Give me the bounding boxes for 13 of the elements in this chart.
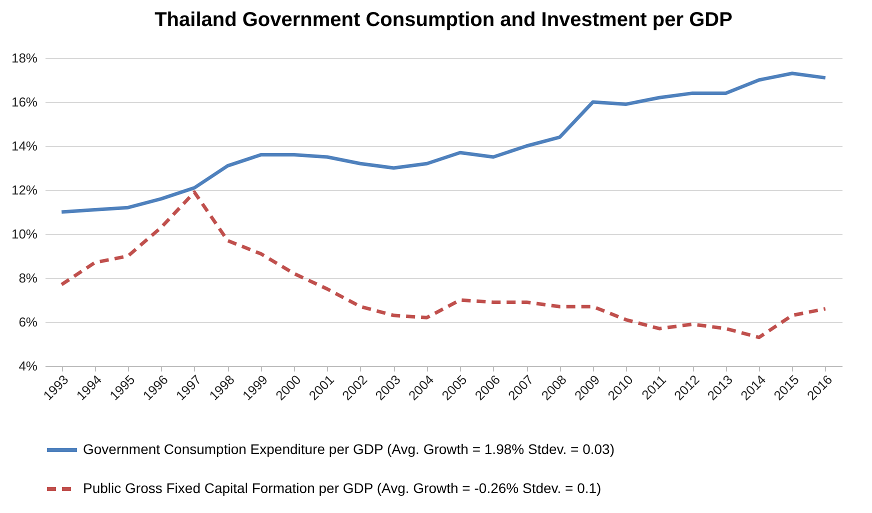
chart-title: Thailand Government Consumption and Investment per GDP bbox=[154, 9, 732, 31]
line-series bbox=[60, 190, 828, 340]
line-series bbox=[60, 72, 828, 214]
y-tick-label: 16% bbox=[11, 94, 38, 110]
y-tick-label: 10% bbox=[11, 226, 38, 242]
y-tick-label: 14% bbox=[11, 138, 38, 154]
y-tick-label: 12% bbox=[11, 182, 38, 198]
y-tick-label: 4% bbox=[18, 358, 38, 374]
legend-label: Government Consumption Expenditure per GDP (Avg. Growth = 1.98% Stdev. = 0.03) bbox=[83, 441, 615, 457]
y-tick-label: 8% bbox=[18, 270, 38, 286]
y-tick-label: 6% bbox=[18, 314, 38, 330]
y-tick-label: 18% bbox=[11, 50, 38, 66]
legend-label: Public Gross Fixed Capital Formation per GDP (Avg. Growth = -0.26% Stdev. = 0.1) bbox=[83, 480, 602, 496]
